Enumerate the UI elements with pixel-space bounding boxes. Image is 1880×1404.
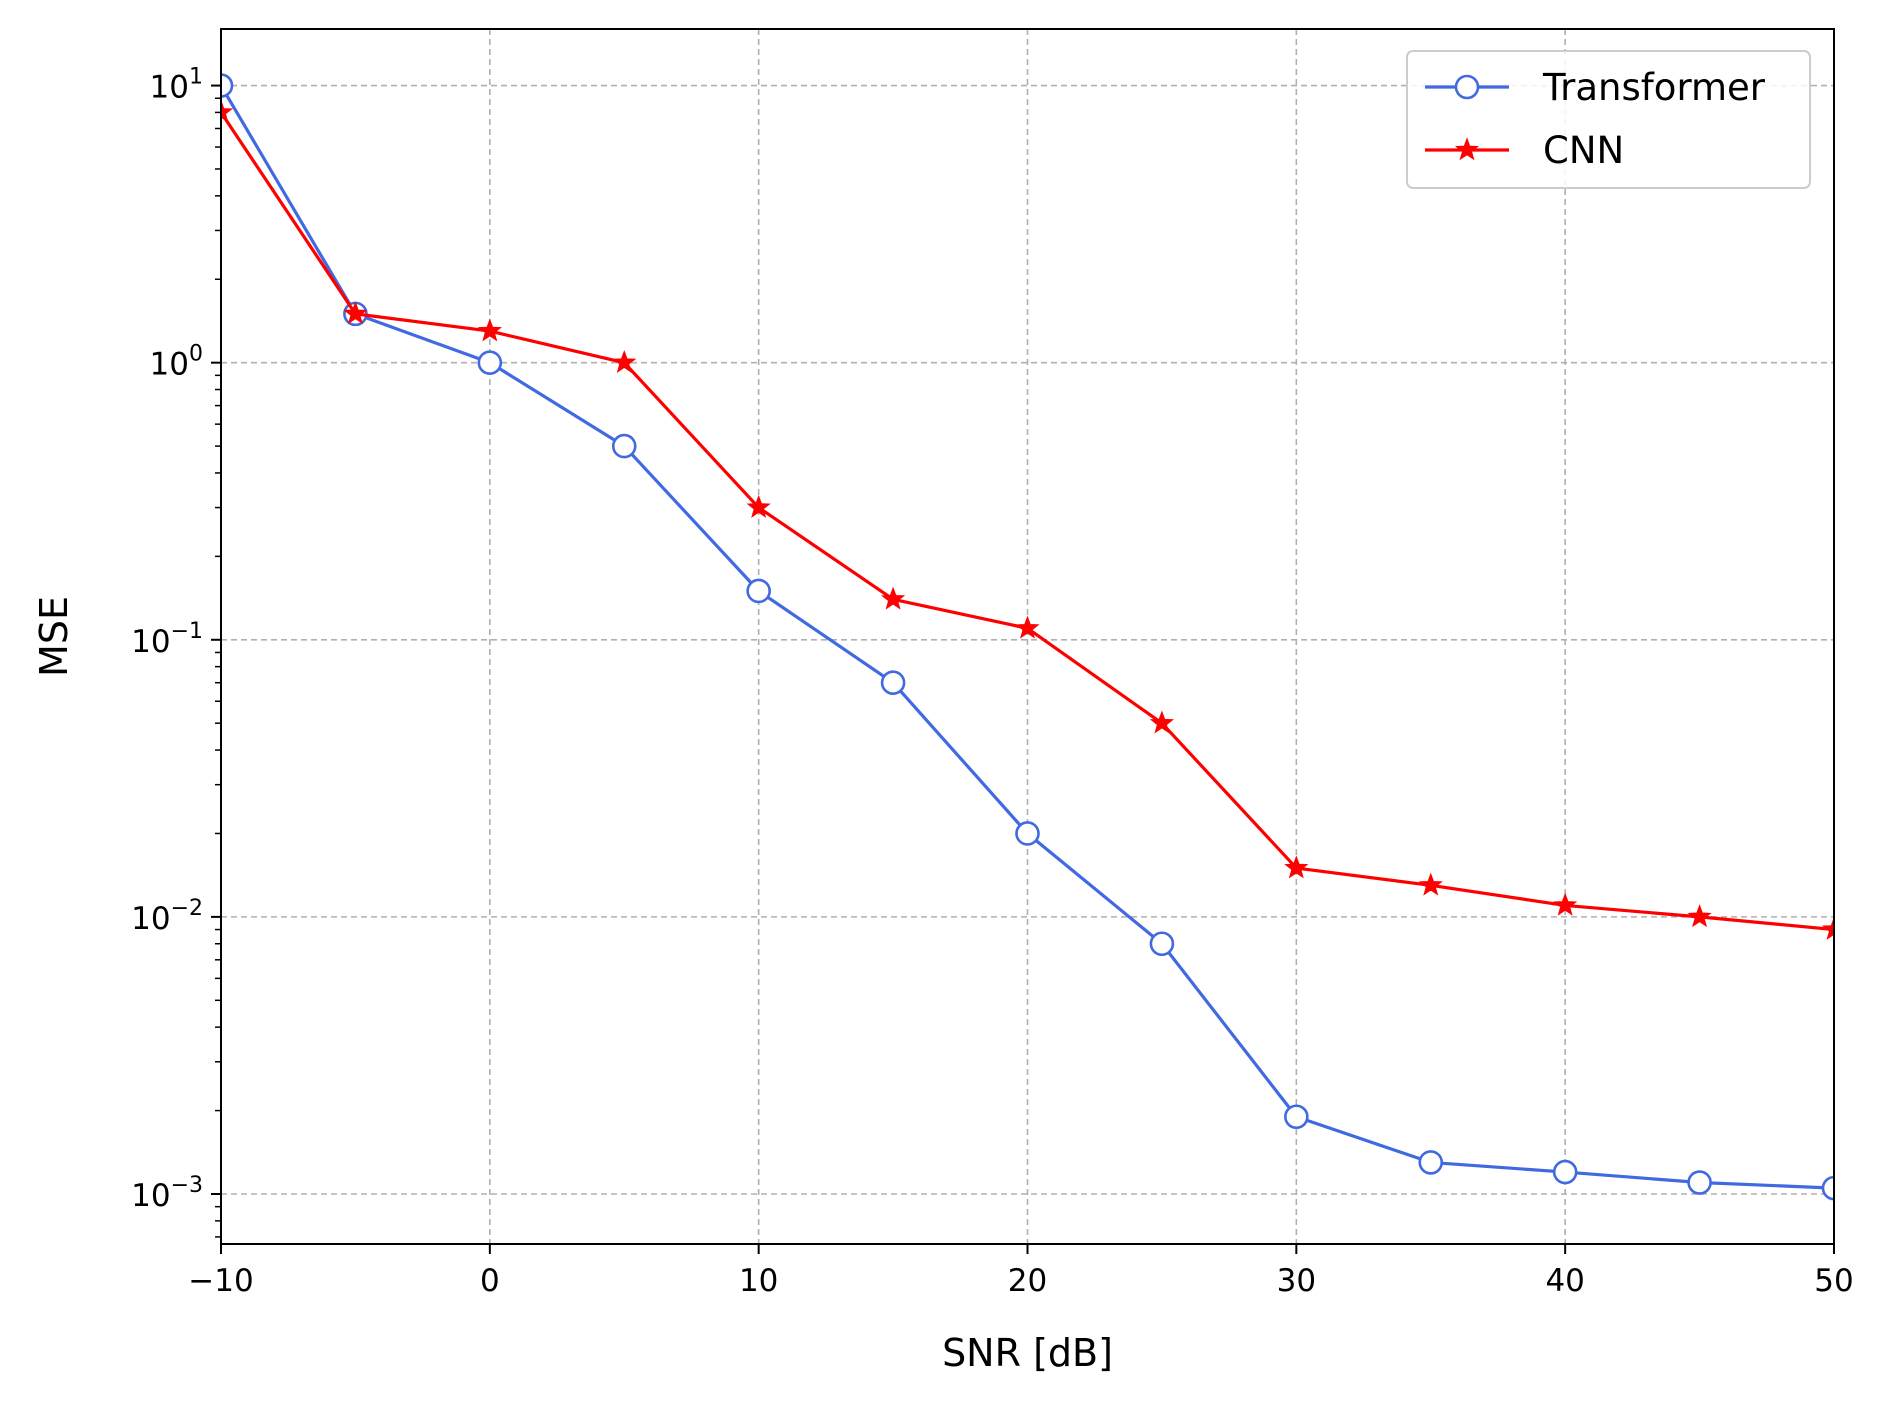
transformer-point [746, 578, 771, 604]
cnn-point [343, 301, 368, 325]
legend-transformer-marker [1454, 74, 1480, 100]
cnn-point [1149, 710, 1175, 734]
legend-label-cnn: CNN [1543, 129, 1624, 172]
transformer-point [477, 350, 503, 375]
x-tick-label: 40 [1545, 1263, 1584, 1299]
transformer-point [611, 433, 637, 459]
transformer-point [1418, 1150, 1444, 1175]
cnn-point [1553, 892, 1578, 916]
cnn-point [746, 494, 771, 518]
transformer-point [1284, 1104, 1309, 1130]
data-series [221, 73, 1834, 1201]
cnn-point [1284, 855, 1309, 879]
cnn-point [1015, 615, 1040, 639]
legend-label-transformer: Transformer [1542, 66, 1766, 109]
cnn-point [880, 586, 906, 610]
transformer-point [1015, 821, 1040, 846]
x-tick-label: 20 [1008, 1263, 1047, 1299]
cnn-point [477, 318, 502, 342]
legend-cnn-marker [1454, 137, 1480, 161]
y-tick-label: 10−3 [131, 1173, 203, 1214]
x-tick-label: 0 [480, 1263, 500, 1299]
x-tick-label: −10 [188, 1263, 253, 1299]
cnn-point [1418, 872, 1443, 896]
transformer-point [1552, 1159, 1578, 1185]
x-tick-label: 50 [1814, 1263, 1853, 1299]
cnn-point [1687, 904, 1712, 928]
y-tick-label: 100 [150, 342, 203, 383]
legend-box [1406, 50, 1811, 189]
x-tick-label: 30 [1277, 1263, 1316, 1299]
y-tick-label: 10−2 [131, 896, 203, 937]
cnn-point [612, 349, 637, 373]
y-tick-label: 10−1 [131, 619, 203, 660]
legend: Transformer CNN [1406, 50, 1811, 189]
y-axis-label: MSE [32, 596, 76, 677]
transformer-point [1687, 1170, 1712, 1195]
transformer-point [1821, 1175, 1834, 1201]
transformer-point [221, 73, 234, 98]
x-axis-label: SNR [dB] [942, 1331, 1113, 1375]
transformer-point [1149, 931, 1175, 957]
axis-ticks: −10 0 10 20 30 40 50 101 100 10−1 10−2 10−3 [131, 65, 1854, 1299]
cnn-markers [221, 99, 1834, 940]
y-tick-label: 101 [150, 65, 203, 106]
transformer-point [880, 670, 906, 696]
x-tick-label: 10 [739, 1263, 778, 1299]
cnn-point [1821, 916, 1834, 940]
cnn-point [221, 99, 234, 123]
